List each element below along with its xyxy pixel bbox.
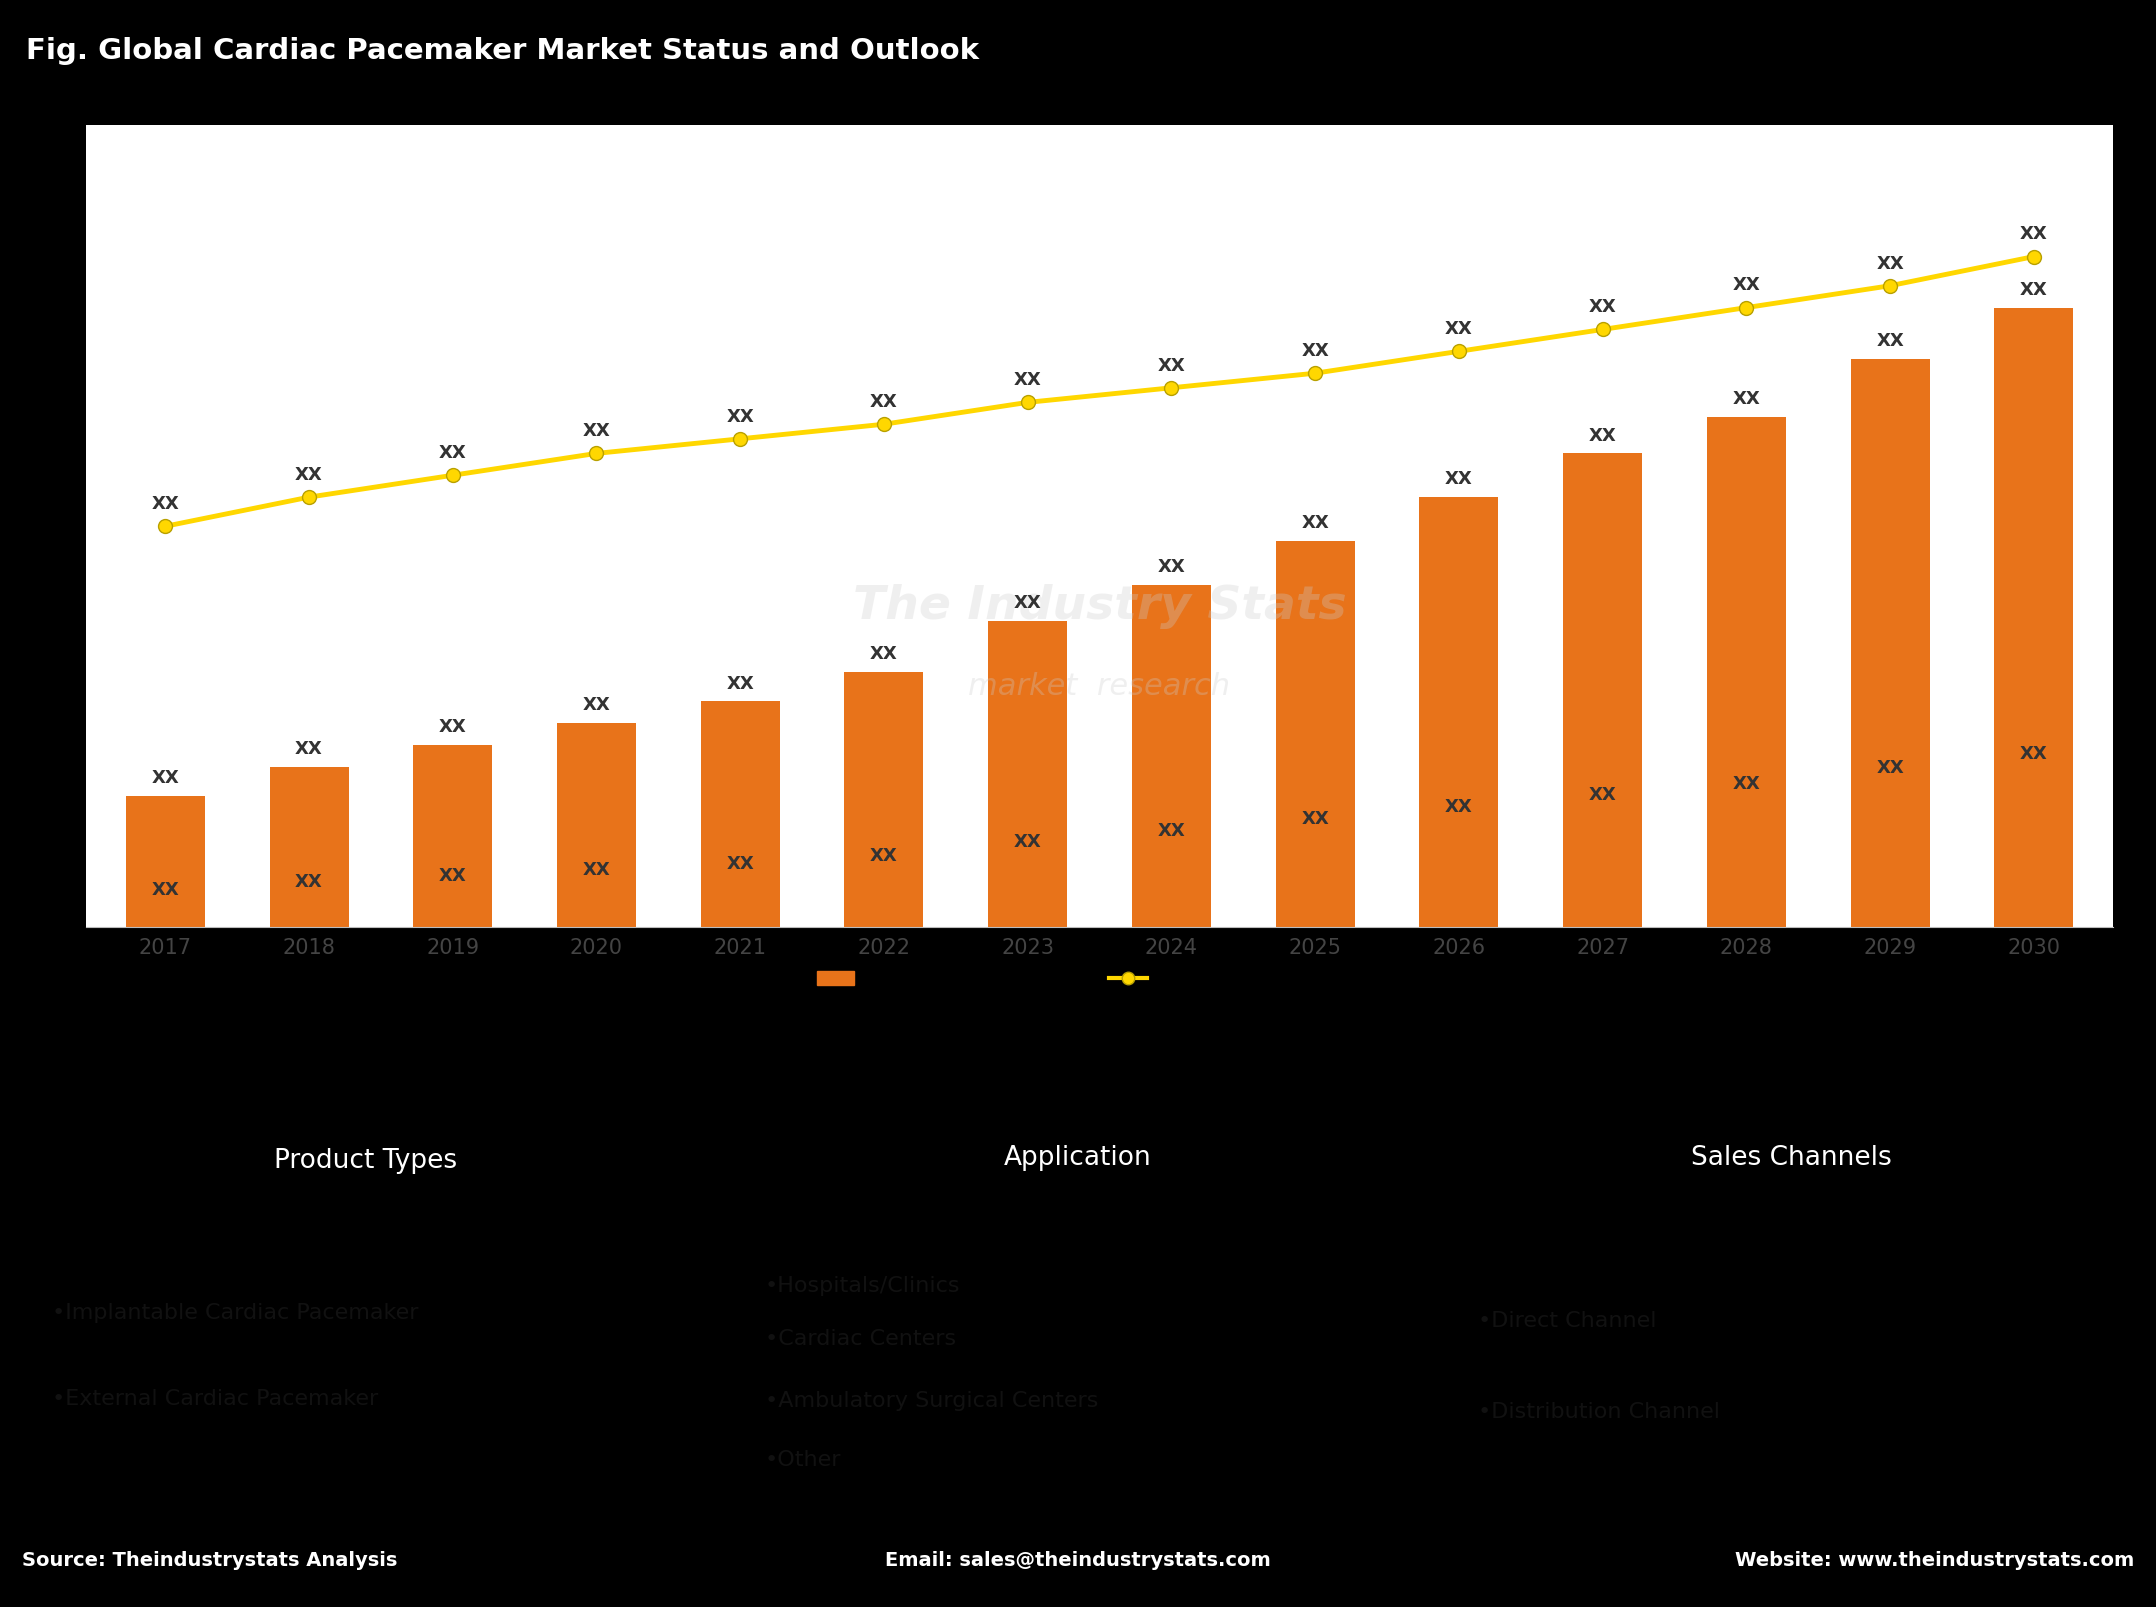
Text: XX: XX: [582, 696, 610, 715]
Text: XX: XX: [1013, 832, 1041, 850]
Text: XX: XX: [582, 861, 610, 879]
Text: Product Types: Product Types: [274, 1147, 457, 1173]
Text: XX: XX: [1445, 320, 1473, 337]
Text: Sales Channels: Sales Channels: [1690, 1144, 1891, 1172]
Text: XX: XX: [440, 718, 466, 736]
Text: XX: XX: [1733, 391, 1759, 408]
Text: XX: XX: [1445, 471, 1473, 489]
Text: XX: XX: [1589, 426, 1617, 445]
Text: XX: XX: [295, 466, 323, 484]
Bar: [1276, 542, 1354, 927]
Text: XX: XX: [1158, 357, 1186, 374]
Text: XX: XX: [1589, 786, 1617, 804]
Bar: [414, 746, 492, 927]
Bar: [556, 723, 636, 927]
Text: The Industry Stats: The Industry Stats: [854, 583, 1345, 628]
Text: XX: XX: [1302, 514, 1328, 532]
Text: XX: XX: [1158, 823, 1186, 840]
Text: XX: XX: [1158, 558, 1186, 575]
Legend: Revenue (Million $), Y-oY Growth Rate (%): Revenue (Million $), Y-oY Growth Rate (%…: [808, 961, 1391, 998]
Bar: [1132, 585, 1212, 927]
Text: XX: XX: [1302, 342, 1328, 360]
Text: XX: XX: [440, 868, 466, 885]
Text: XX: XX: [440, 444, 466, 463]
Text: •Cardiac Centers: •Cardiac Centers: [765, 1329, 955, 1350]
Text: •External Cardiac Pacemaker: •External Cardiac Pacemaker: [52, 1388, 377, 1409]
Text: Website: www.theindustrystats.com: Website: www.theindustrystats.com: [1736, 1551, 2134, 1570]
Text: XX: XX: [1876, 254, 1904, 273]
Text: XX: XX: [1733, 775, 1759, 794]
Text: XX: XX: [151, 770, 179, 787]
Text: XX: XX: [295, 873, 323, 892]
Text: XX: XX: [1302, 810, 1328, 828]
Text: market  research: market research: [968, 672, 1231, 701]
Text: XX: XX: [2020, 281, 2048, 299]
Bar: [845, 672, 923, 927]
Bar: [987, 620, 1067, 927]
Bar: [1708, 416, 1785, 927]
Bar: [1563, 453, 1643, 927]
Bar: [1419, 497, 1498, 927]
Bar: [1850, 358, 1930, 927]
Text: XX: XX: [151, 495, 179, 513]
Bar: [701, 701, 780, 927]
Text: •Distribution Channel: •Distribution Channel: [1477, 1401, 1720, 1422]
Text: XX: XX: [2020, 744, 2048, 763]
Text: XX: XX: [1876, 333, 1904, 350]
Text: XX: XX: [1733, 276, 1759, 294]
Text: •Direct Channel: •Direct Channel: [1477, 1311, 1656, 1331]
Text: XX: XX: [727, 675, 755, 693]
Text: •Other: •Other: [765, 1450, 841, 1470]
Text: XX: XX: [871, 394, 897, 411]
Bar: [1994, 307, 2074, 927]
Text: •Ambulatory Surgical Centers: •Ambulatory Surgical Centers: [765, 1392, 1097, 1411]
Text: XX: XX: [727, 855, 755, 873]
Text: XX: XX: [1589, 299, 1617, 317]
Text: XX: XX: [2020, 225, 2048, 243]
Text: XX: XX: [1445, 797, 1473, 816]
Bar: [270, 767, 349, 927]
Text: XX: XX: [582, 423, 610, 440]
Text: Fig. Global Cardiac Pacemaker Market Status and Outlook: Fig. Global Cardiac Pacemaker Market Sta…: [26, 37, 979, 66]
Text: Source: Theindustrystats Analysis: Source: Theindustrystats Analysis: [22, 1551, 397, 1570]
Text: XX: XX: [295, 741, 323, 759]
Text: Email: sales@theindustrystats.com: Email: sales@theindustrystats.com: [886, 1551, 1270, 1570]
Text: •Hospitals/Clinics: •Hospitals/Clinics: [765, 1276, 959, 1295]
Text: •Implantable Cardiac Pacemaker: •Implantable Cardiac Pacemaker: [52, 1303, 418, 1323]
Text: XX: XX: [1013, 595, 1041, 612]
Text: XX: XX: [871, 847, 897, 865]
Bar: [125, 795, 205, 927]
Text: XX: XX: [151, 882, 179, 900]
Text: XX: XX: [1013, 371, 1041, 389]
Text: XX: XX: [1876, 759, 1904, 778]
Text: XX: XX: [871, 646, 897, 664]
Text: XX: XX: [727, 408, 755, 426]
Text: Application: Application: [1005, 1144, 1151, 1172]
